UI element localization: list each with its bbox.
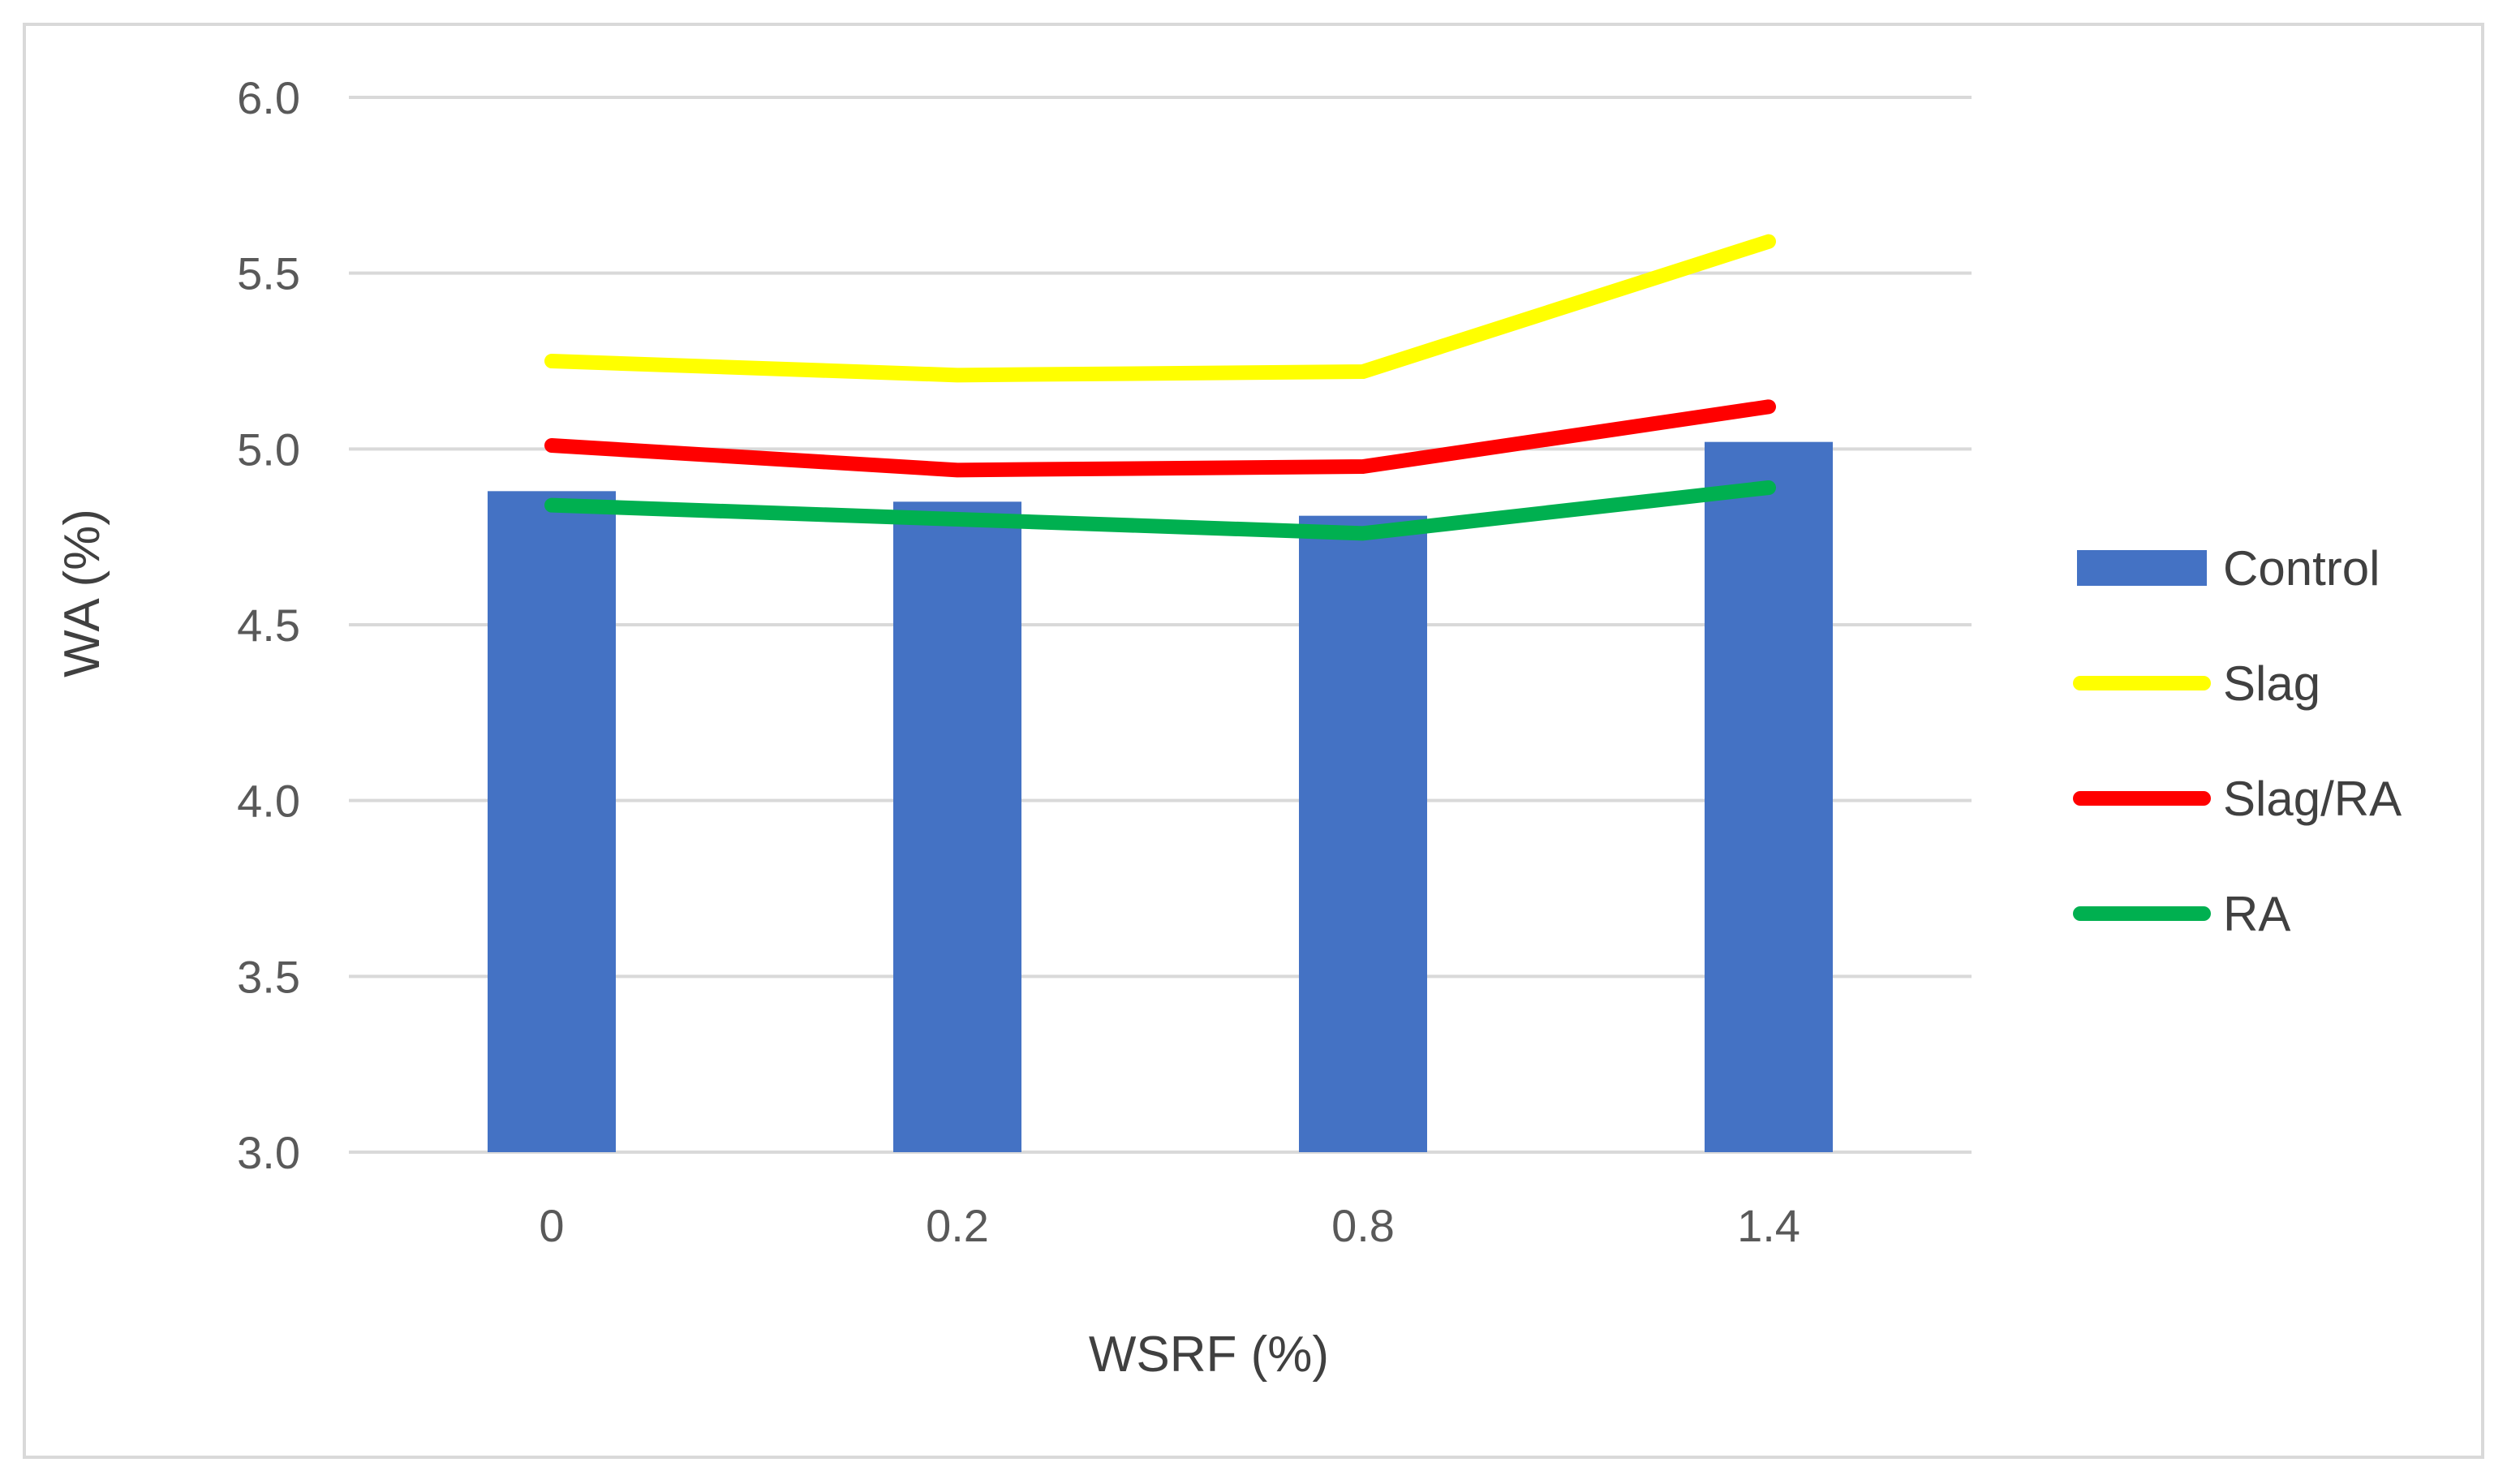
x-tick-label: 1.4: [1737, 1200, 1800, 1251]
y-tick-label: 6.0: [237, 72, 300, 123]
bar-control: [488, 491, 616, 1152]
legend: Control Slag Slag/RA RA: [2073, 541, 2402, 941]
series-line-slag: [544, 234, 1776, 383]
y-tick-label: 5.0: [237, 424, 300, 475]
chart-border: [23, 23, 2484, 1459]
y-tick-label: 4.5: [237, 600, 300, 651]
x-tick-label: 0.8: [1331, 1200, 1395, 1251]
legend-swatch-control: [2077, 550, 2207, 586]
bar-control: [1705, 441, 1833, 1152]
bar-control: [1299, 515, 1427, 1152]
bar-control: [893, 501, 1021, 1152]
y-axis-title: WA (%): [54, 509, 110, 677]
line-series: [544, 234, 1776, 541]
y-axis-ticks: 3.0 3.5 4.0 4.5 5.0 5.5 6.0: [237, 72, 300, 1178]
legend-label-slag-ra: Slag/RA: [2223, 772, 2402, 826]
y-tick-label: 3.0: [237, 1127, 300, 1178]
legend-label-ra: RA: [2223, 887, 2290, 941]
series-line-slag-ra: [544, 399, 1776, 478]
x-axis-title: WSRF (%): [1089, 1327, 1329, 1383]
legend-label-slag: Slag: [2223, 656, 2320, 711]
y-tick-label: 3.5: [237, 951, 300, 1002]
y-tick-label: 5.5: [237, 248, 300, 299]
bar-series: [488, 441, 1833, 1152]
legend-label-control: Control: [2223, 541, 2380, 596]
x-axis-ticks: 0 0.2 0.8 1.4: [539, 1200, 1800, 1251]
series-line-ra: [544, 480, 1776, 541]
x-tick-label: 0.2: [926, 1200, 989, 1251]
y-tick-label: 4.0: [237, 776, 300, 827]
x-tick-label: 0: [539, 1200, 564, 1251]
